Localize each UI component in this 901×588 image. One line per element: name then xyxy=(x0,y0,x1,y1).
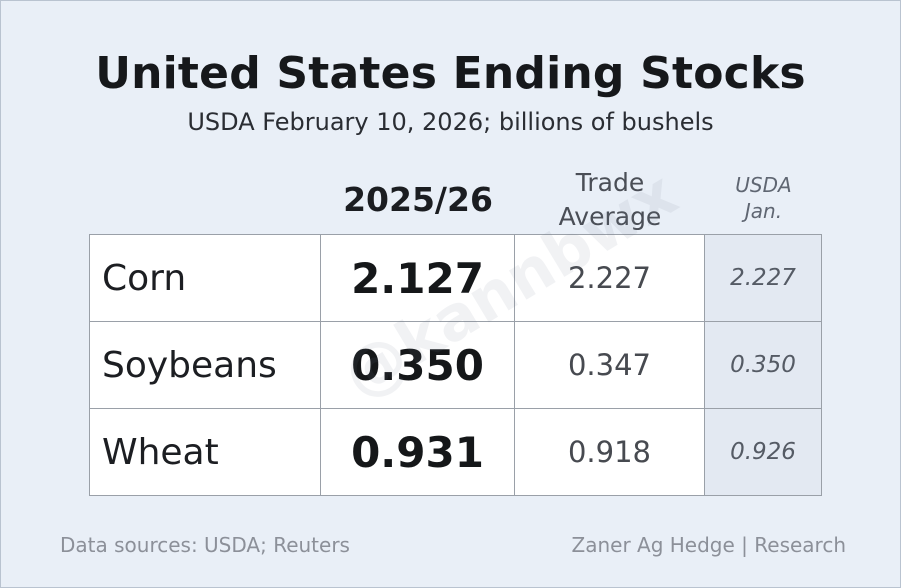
table-row-soybeans: Soybeans 0.350 0.347 0.350 xyxy=(89,321,822,409)
column-header-usda-line2: Jan. xyxy=(744,199,783,223)
table-row-corn: Corn 2.127 2.227 2.227 xyxy=(89,234,822,322)
value-2025-26: 0.931 xyxy=(320,408,515,496)
value-usda-jan: 0.926 xyxy=(704,408,822,496)
table-row-wheat: Wheat 0.931 0.918 0.926 xyxy=(89,408,822,496)
row-label: Corn xyxy=(89,234,321,322)
footer-sources: Data sources: USDA; Reuters xyxy=(60,533,350,557)
value-2025-26: 2.127 xyxy=(320,234,515,322)
page-title: United States Ending Stocks xyxy=(95,48,806,99)
column-header-trade-line1: Trade xyxy=(575,168,645,197)
ending-stocks-table: Corn 2.127 2.227 2.227 Soybeans 0.350 0.… xyxy=(89,234,822,496)
column-header-usda-jan: USDA Jan. xyxy=(705,172,822,224)
column-header-usda-line1: USDA xyxy=(735,173,792,197)
value-trade-average: 0.347 xyxy=(514,321,705,409)
page-subtitle: USDA February 10, 2026; billions of bush… xyxy=(187,108,714,136)
column-header-2025-26: 2025/26 xyxy=(343,180,493,219)
column-header-trade-line2: Average xyxy=(558,202,662,231)
value-trade-average: 0.918 xyxy=(514,408,705,496)
row-label: Soybeans xyxy=(89,321,321,409)
column-header-trade-average: Trade Average xyxy=(515,166,705,234)
row-label: Wheat xyxy=(89,408,321,496)
value-2025-26: 0.350 xyxy=(320,321,515,409)
value-usda-jan: 2.227 xyxy=(704,234,822,322)
footer-credit: Zaner Ag Hedge | Research xyxy=(571,533,846,557)
value-trade-average: 2.227 xyxy=(514,234,705,322)
value-usda-jan: 0.350 xyxy=(704,321,822,409)
